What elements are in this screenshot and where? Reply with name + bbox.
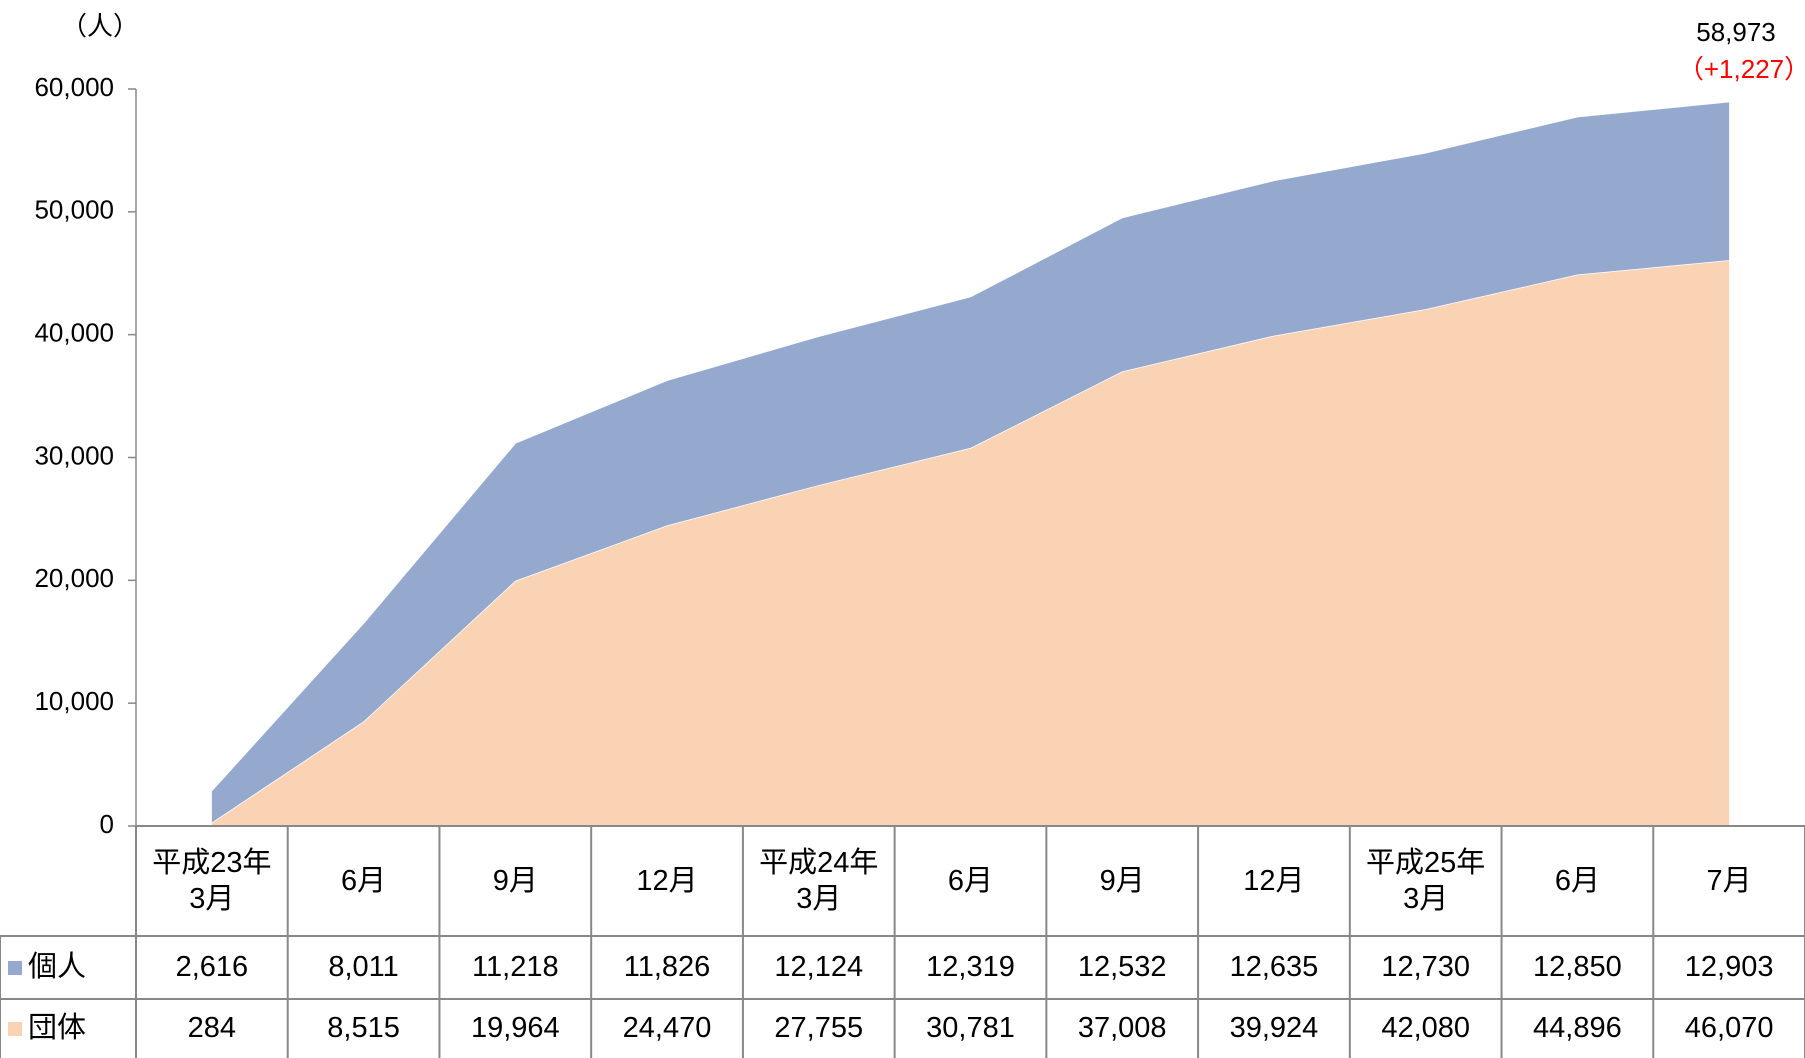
table-cell: 11,826: [623, 951, 711, 984]
table-cell: 個人: [0, 936, 136, 999]
table-cell: 平成24年 3月: [759, 846, 879, 915]
table-cell: 9月: [1099, 864, 1145, 897]
legend-swatch: [8, 1021, 22, 1036]
table-cell: 平成25年 3月: [1366, 846, 1486, 915]
table-cell: 9月: [492, 864, 538, 897]
annotation: （+1,227）: [1678, 54, 1805, 84]
table-cell: 12,730: [1381, 951, 1471, 984]
legend-label: 団体: [28, 1012, 87, 1045]
table-cell: 27,755: [774, 1012, 864, 1045]
table-cell: 44,896: [1533, 1012, 1622, 1045]
table-cell: 284: [187, 1012, 237, 1045]
table-cell: 24,470: [622, 1012, 712, 1045]
y-tick-label: 0: [100, 809, 114, 839]
table-cell: 11,218: [472, 951, 559, 984]
table-cell: 8,515: [327, 1012, 400, 1045]
table-cell: 平成23年 3月: [152, 846, 272, 915]
table-cell: 6月: [341, 864, 387, 897]
table-cell: 12,532: [1077, 951, 1167, 984]
legend-swatch: [8, 960, 22, 975]
table-cell: 12,903: [1684, 951, 1774, 984]
y-tick-label: 40,000: [34, 318, 114, 348]
table-cell: 30,781: [926, 1012, 1015, 1045]
table-cell: 12,124: [774, 951, 864, 984]
table-cell: 2,616: [175, 951, 249, 984]
table-cell: 6月: [947, 864, 994, 897]
area: [211, 101, 1730, 823]
table-cell: 12,635: [1229, 951, 1319, 984]
area-edge: [211, 100, 1730, 791]
table-cell: 12,319: [926, 951, 1015, 984]
table-cell: 6月: [1554, 864, 1600, 897]
table-cell: 42,080: [1381, 1012, 1471, 1045]
y-tick-label: 20,000: [34, 563, 114, 593]
legend-label: 個人: [28, 951, 87, 984]
area: [211, 260, 1730, 827]
y-tick-label: 30,000: [34, 440, 114, 470]
y-tick-label: 10,000: [34, 686, 114, 716]
y-tick-label: 60,000: [34, 72, 114, 102]
table-cell: 19,964: [470, 1012, 560, 1045]
table-cell: 12,850: [1533, 951, 1622, 984]
table-cell: 39,924: [1229, 1012, 1319, 1045]
annotation: 58,973: [1696, 17, 1776, 47]
table-cell: 12月: [1243, 864, 1305, 897]
table-cell: 7月: [1706, 864, 1752, 897]
table-cell: 46,070: [1684, 1012, 1774, 1045]
table-cell: 8,011: [328, 951, 399, 984]
table-cell: 12月: [636, 864, 698, 897]
table-cell: 団体: [0, 999, 136, 1058]
y-tick-label: 50,000: [34, 195, 114, 225]
y-axis-label: （人）: [61, 11, 139, 41]
table-cell: 37,008: [1077, 1012, 1167, 1045]
